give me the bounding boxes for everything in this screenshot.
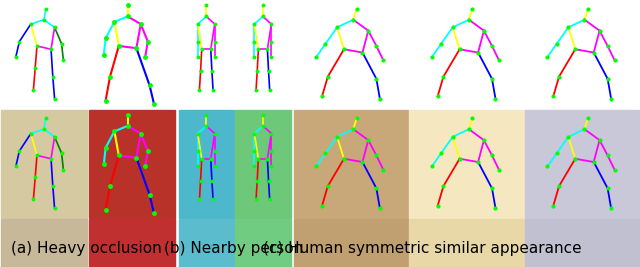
Bar — [410, 110, 524, 218]
Bar — [179, 219, 234, 267]
Text: (a) Heavy occlusion: (a) Heavy occlusion — [11, 241, 162, 256]
Bar — [1, 110, 87, 218]
Bar — [525, 110, 639, 218]
Bar — [236, 219, 291, 267]
Bar — [89, 110, 175, 218]
Bar — [89, 219, 175, 267]
Bar — [236, 110, 291, 218]
Text: (b) Nearby person: (b) Nearby person — [164, 241, 303, 256]
Bar — [1, 219, 87, 267]
Bar — [294, 110, 408, 218]
Bar — [179, 110, 234, 218]
Text: (c) Human symmetric similar appearance: (c) Human symmetric similar appearance — [263, 241, 582, 256]
Bar — [525, 219, 639, 267]
Bar — [294, 219, 408, 267]
Bar — [410, 219, 524, 267]
